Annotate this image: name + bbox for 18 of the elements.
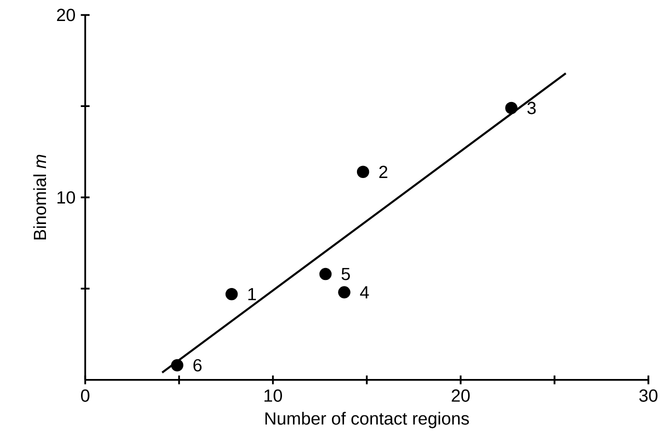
y-axis-title: Binomial m bbox=[33, 154, 46, 240]
x-tick-label: 0 bbox=[81, 389, 90, 402]
annotation: 6 bbox=[193, 359, 202, 372]
point bbox=[225, 288, 238, 300]
point bbox=[505, 102, 518, 114]
annotation: 1 bbox=[248, 288, 256, 300]
x-tick-label: 20 bbox=[452, 389, 470, 402]
annotation: 3 bbox=[527, 102, 536, 114]
x-tick-label: 30 bbox=[639, 389, 658, 402]
x-axis-title: Number of contact regions bbox=[265, 412, 469, 428]
annotation: 2 bbox=[379, 166, 388, 178]
point bbox=[338, 286, 350, 298]
x-tick-label: 10 bbox=[264, 389, 282, 402]
point bbox=[356, 166, 370, 178]
point bbox=[319, 268, 332, 280]
annotation: 4 bbox=[360, 286, 369, 298]
annotation: 5 bbox=[342, 268, 350, 280]
point bbox=[171, 359, 184, 372]
